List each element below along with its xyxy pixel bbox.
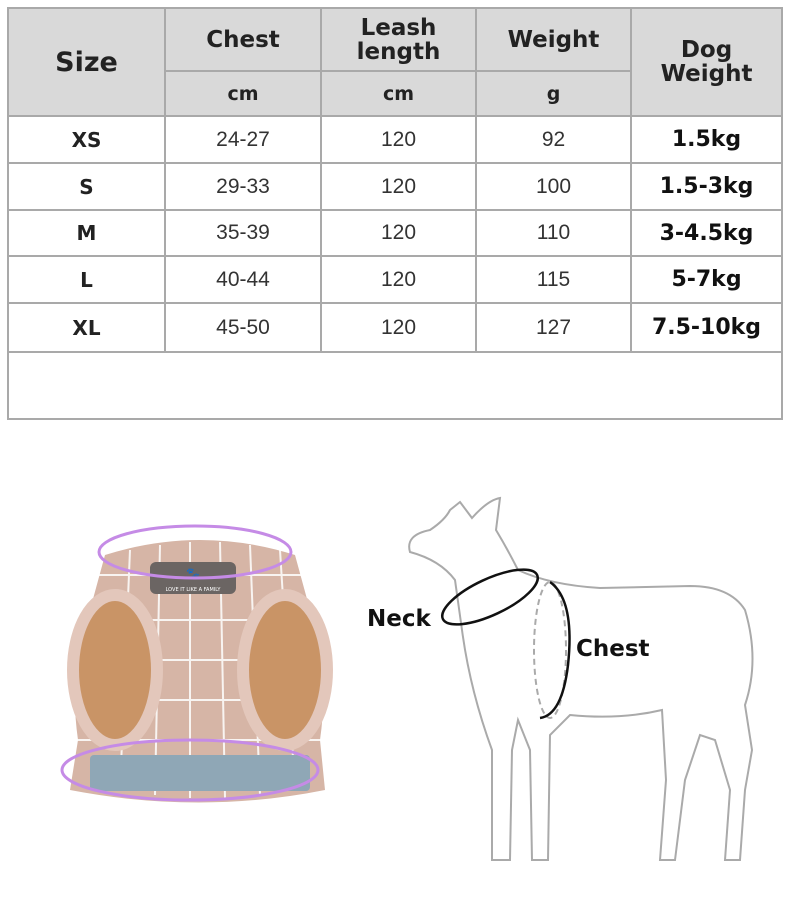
chest-measure-icon xyxy=(539,580,571,720)
chest-label: Chest xyxy=(576,636,650,662)
chest-ring xyxy=(60,738,320,802)
cell-chest: 45-50 xyxy=(164,302,320,351)
neck-ring xyxy=(97,524,293,580)
cell-chest: 40-44 xyxy=(164,255,320,302)
cell-dog-weight: 7.5-10kg xyxy=(630,302,781,351)
cell-size: S xyxy=(9,162,164,209)
cell-dog-weight: 5-7kg xyxy=(630,255,781,302)
unit-chest: cm xyxy=(164,70,320,115)
neck-measure-icon xyxy=(441,568,539,626)
chest-measure-back xyxy=(533,581,567,719)
header-leash-length: Leash length xyxy=(320,9,475,70)
cell-chest: 29-33 xyxy=(164,162,320,209)
cell-size: M xyxy=(9,209,164,255)
blank-row xyxy=(9,351,781,418)
neck-label: Neck xyxy=(367,606,431,632)
cell-leash: 120 xyxy=(320,209,475,255)
size-chart-table: Size Chest Leash length Weight Dog Weigh… xyxy=(7,7,783,420)
cell-size: XL xyxy=(9,302,164,351)
header-weight: Weight xyxy=(475,9,630,70)
cell-dog-weight: 1.5-3kg xyxy=(630,162,781,209)
header-size: Size xyxy=(9,9,164,115)
cell-chest: 24-27 xyxy=(164,115,320,162)
cell-weight: 100 xyxy=(475,162,630,209)
dog-outline-diagram xyxy=(408,496,754,861)
svg-text:LOVE IT LIKE A FAMILY: LOVE IT LIKE A FAMILY xyxy=(166,587,222,593)
cell-weight: 127 xyxy=(475,302,630,351)
unit-weight: g xyxy=(475,70,630,115)
cell-weight: 92 xyxy=(475,115,630,162)
header-dog-weight: Dog Weight xyxy=(630,9,781,115)
cell-leash: 120 xyxy=(320,115,475,162)
reflective-strap xyxy=(90,755,310,791)
cell-size: L xyxy=(9,255,164,302)
cell-dog-weight: 3-4.5kg xyxy=(630,209,781,255)
cell-weight: 110 xyxy=(475,209,630,255)
harness-image: 🐾 LOVE IT LIKE A FAMILY xyxy=(60,524,333,803)
cell-chest: 35-39 xyxy=(164,209,320,255)
cell-leash: 120 xyxy=(320,302,475,351)
cell-leash: 120 xyxy=(320,255,475,302)
cell-size: XS xyxy=(9,115,164,162)
cell-dog-weight: 1.5kg xyxy=(630,115,781,162)
cell-leash: 120 xyxy=(320,162,475,209)
cell-weight: 115 xyxy=(475,255,630,302)
unit-leash: cm xyxy=(320,70,475,115)
header-chest: Chest xyxy=(164,9,320,70)
dog-silhouette xyxy=(408,496,754,861)
